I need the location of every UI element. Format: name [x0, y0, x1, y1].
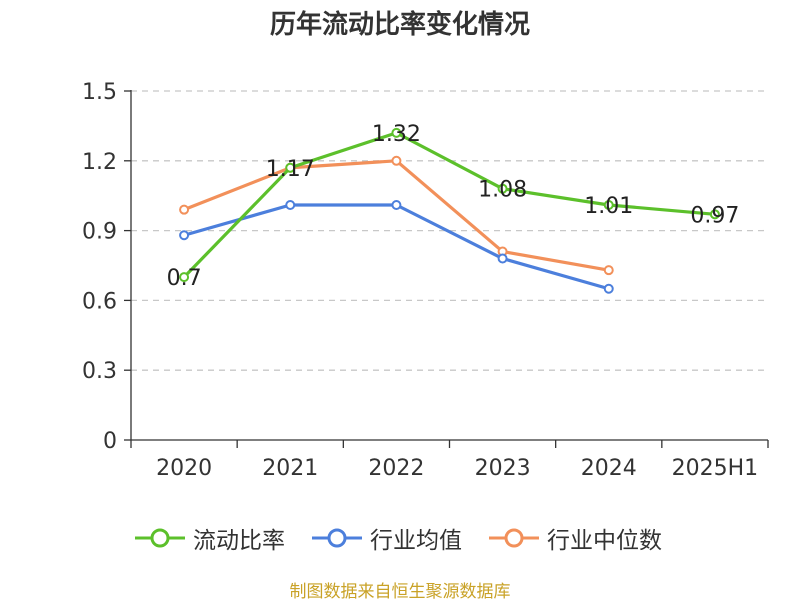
- legend-marker-industry-median: [489, 528, 539, 548]
- axes: 0 0.3 0.6 0.9 1.2 1.5 2020 2021 2022 2023 2024 2025…: [82, 80, 769, 481]
- data-point: [179, 204, 190, 215]
- x-tick-label: 2024: [581, 456, 637, 481]
- x-tick-label: 2022: [368, 456, 424, 481]
- data-point: [391, 155, 402, 166]
- data-point: [497, 183, 508, 194]
- y-tick-label: 0: [103, 429, 117, 454]
- data-label: 1.32: [372, 122, 421, 147]
- source-note: 制图数据来自恒生聚源数据库: [289, 582, 511, 602]
- data-point: [603, 265, 614, 276]
- series-line-current-ratio: [182, 131, 716, 279]
- legend-item-industry-mean[interactable]: 行业均值: [312, 520, 462, 556]
- data-labels: 0.7 1.17 1.32 1.08 1.01 0.97: [167, 122, 740, 291]
- data-label: 1.17: [266, 157, 315, 182]
- data-point: [179, 272, 190, 283]
- x-tick-label: 2020: [156, 456, 212, 481]
- data-point: [603, 200, 614, 211]
- x-tick-label: 2025H1: [672, 456, 759, 481]
- data-point: [709, 209, 720, 220]
- data-point: [285, 200, 296, 211]
- data-point: [391, 200, 402, 211]
- legend-item-current-ratio[interactable]: 流动比率: [135, 520, 285, 556]
- legend-label-current-ratio: 流动比率: [193, 528, 285, 554]
- legend-marker-industry-mean: [312, 528, 362, 548]
- data-point: [497, 253, 508, 264]
- data-label: 1.08: [478, 178, 527, 203]
- x-tick-label: 2023: [475, 456, 531, 481]
- y-tick-label: 1.2: [82, 150, 117, 175]
- legend-label-industry-mean: 行业均值: [370, 528, 462, 554]
- y-tick-label: 1.5: [82, 80, 117, 105]
- data-label: 0.97: [690, 203, 739, 228]
- chart-title: 历年流动比率变化情况: [269, 10, 530, 40]
- y-tick-label: 0.3: [82, 359, 117, 384]
- x-tick-label: 2021: [262, 456, 318, 481]
- legend-label-industry-median: 行业中位数: [547, 528, 662, 554]
- legend: 流动比率 行业均值 行业中位数: [0, 520, 800, 556]
- series-lines: [179, 127, 720, 294]
- data-point: [285, 162, 296, 173]
- grid-lines: [131, 90, 768, 371]
- legend-item-industry-median[interactable]: 行业中位数: [489, 520, 662, 556]
- y-tick-label: 0.9: [82, 220, 117, 245]
- data-point: [179, 230, 190, 241]
- data-label: 0.7: [167, 266, 202, 291]
- data-label: 1.01: [584, 194, 633, 219]
- data-point: [603, 283, 614, 294]
- series-line-industry-mean: [183, 203, 610, 291]
- data-point: [391, 127, 402, 138]
- legend-marker-current-ratio: [135, 528, 185, 548]
- y-tick-label: 0.6: [82, 289, 117, 314]
